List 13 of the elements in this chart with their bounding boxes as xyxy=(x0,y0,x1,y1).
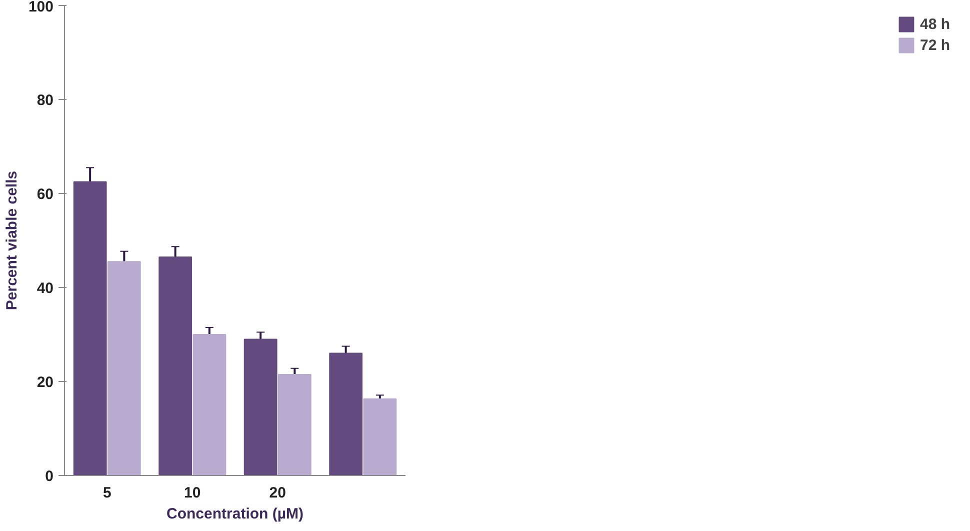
y-tick-label: 20 xyxy=(36,374,54,391)
y-axis-title: Percent viable cells xyxy=(3,170,20,310)
x-tick-label: 5 xyxy=(102,484,112,502)
y-tick-label: 80 xyxy=(36,92,54,109)
y-tick-label: 0 xyxy=(45,468,54,485)
x-tick-label: 20 xyxy=(269,484,286,502)
legend-label: 48 h xyxy=(920,16,950,32)
legend-label: 72 h xyxy=(920,36,950,54)
y-tick-label: 40 xyxy=(36,280,54,297)
y-tick-label: 60 xyxy=(36,186,54,203)
x-axis-title: Concentration (µM) xyxy=(166,506,304,522)
y-tick-label: 100 xyxy=(28,0,54,16)
x-tick-label: 10 xyxy=(184,484,201,502)
